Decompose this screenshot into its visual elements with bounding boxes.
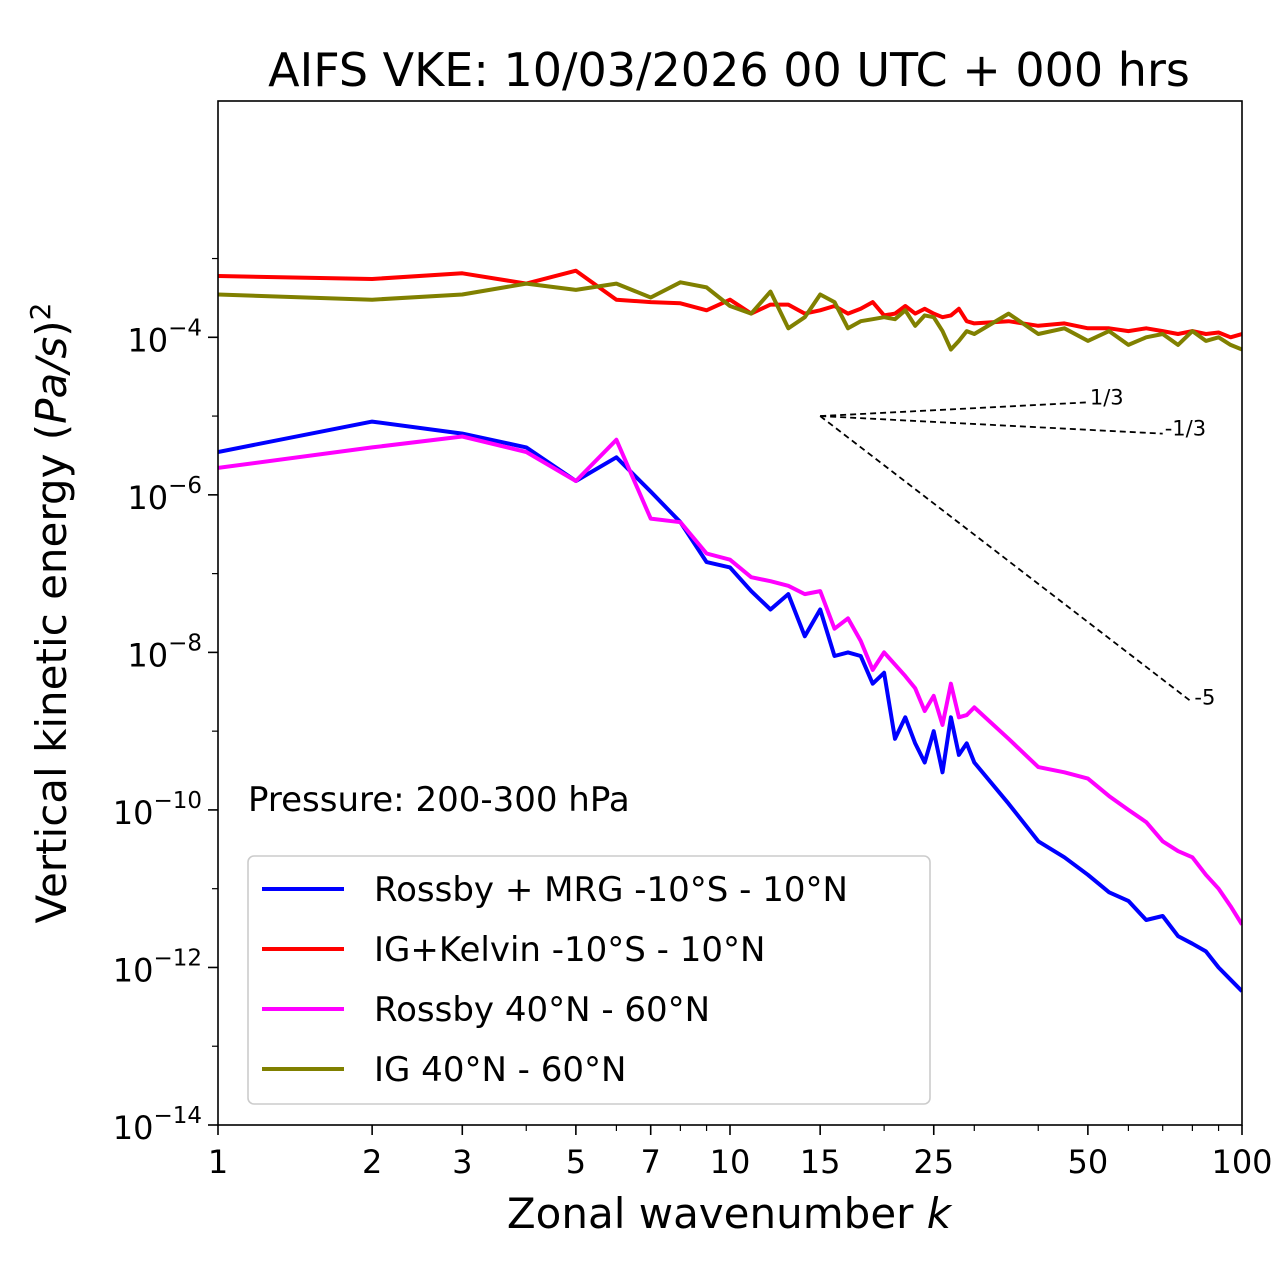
legend-label: IG 40°N - 60°N xyxy=(374,1050,626,1090)
y-tick-label: 10−12 xyxy=(113,945,202,989)
series-layer xyxy=(218,268,1242,993)
series-line-2 xyxy=(218,268,1242,340)
x-tick-label: 1 xyxy=(208,1143,228,1181)
x-tick-label: 5 xyxy=(566,1143,586,1181)
x-tick-label: 7 xyxy=(641,1143,661,1181)
slope-label: -5 xyxy=(1194,685,1215,709)
slope-line xyxy=(820,415,1163,435)
x-tick-label: 50 xyxy=(1068,1143,1109,1181)
legend-box xyxy=(247,855,931,1105)
x-tick-label: 15 xyxy=(800,1143,841,1181)
y-tick-label: 10−6 xyxy=(127,473,202,517)
y-tick-label: 10−14 xyxy=(113,1103,202,1147)
x-tick-label: 3 xyxy=(452,1143,472,1181)
x-tick-label: 2 xyxy=(362,1143,382,1181)
y-tick-label: 10−10 xyxy=(113,788,202,832)
x-tick-label: 100 xyxy=(1211,1143,1272,1181)
y-tick-label: 10−8 xyxy=(127,630,202,674)
slope-label: 1/3 xyxy=(1090,385,1124,409)
x-tick-label: 10 xyxy=(710,1143,751,1181)
legend: Rossby + MRG -10°S - 10°N IG+Kelvin -10°S… xyxy=(247,855,931,1105)
series-line-3 xyxy=(218,434,1242,926)
x-axis-label: Zonal wavenumber k xyxy=(507,1189,953,1238)
pressure-annotation: Pressure: 200-300 hPa xyxy=(248,780,630,820)
y-axis-ticks: 10−4 10−6 10−8 10−10 10−12 10−14 xyxy=(113,257,218,1147)
x-axis-ticks: 1 2 3 5 7 10 15 25 50 100 xyxy=(208,1125,1273,1181)
y-axis-label: Vertical kinetic energy (Pa/s)2 xyxy=(24,302,76,923)
legend-label: Rossby + MRG -10°S - 10°N xyxy=(374,870,848,910)
slope-lines: 1/3 -1/3 -5 xyxy=(819,385,1215,709)
chart-title: AIFS VKE: 10/03/2026 00 UTC + 000 hrs xyxy=(268,43,1190,97)
slope-line xyxy=(820,401,1088,417)
slope-line xyxy=(819,415,1193,704)
x-tick-label: 25 xyxy=(913,1143,954,1181)
y-tick-label: 10−4 xyxy=(127,315,202,359)
legend-label: IG+Kelvin -10°S - 10°N xyxy=(374,930,765,970)
plot-frame xyxy=(217,100,1243,1126)
series-line-4 xyxy=(218,280,1242,352)
slope-label: -1/3 xyxy=(1165,417,1206,441)
legend-label: Rossby 40°N - 60°N xyxy=(374,990,710,1030)
